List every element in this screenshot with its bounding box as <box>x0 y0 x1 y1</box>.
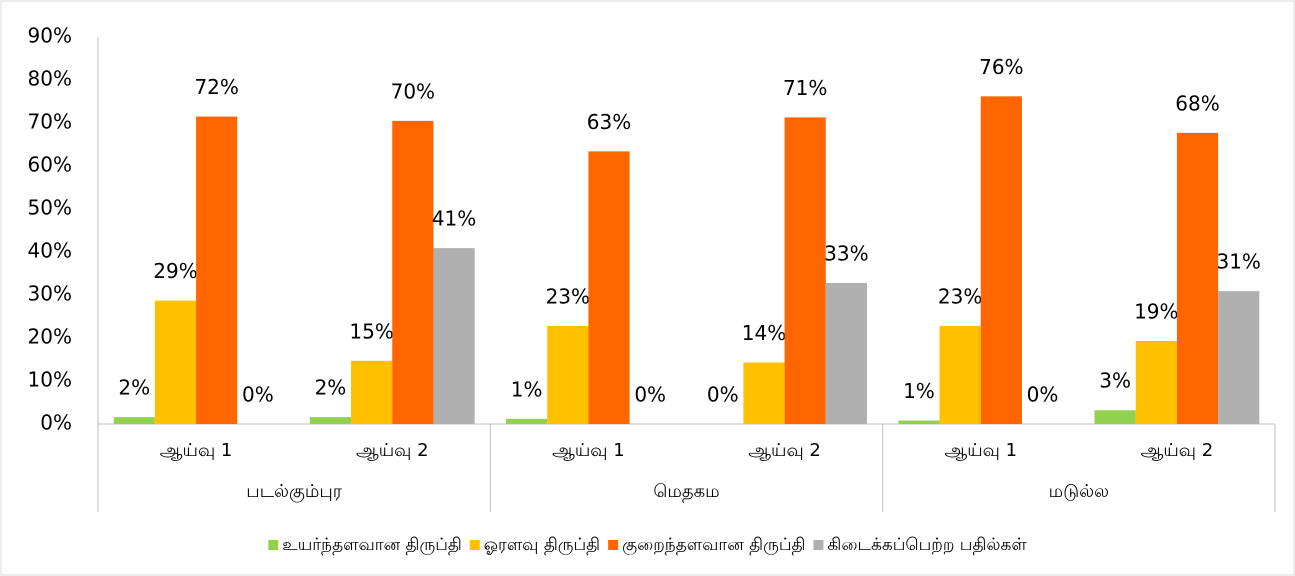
data-label: 29% <box>153 259 197 283</box>
bar <box>1135 341 1177 424</box>
bar <box>154 300 197 424</box>
x-tick-label: ஆய்வு 2 <box>1141 440 1214 461</box>
data-label: 71% <box>783 76 827 100</box>
bar <box>825 282 867 424</box>
y-tick-label: 50% <box>28 196 72 220</box>
legend-label: குறைந்தளவான திருப்தி <box>622 535 805 555</box>
legend-label: கிடைக்கப்பெற்ற பதில்கள் <box>827 535 1027 555</box>
bar <box>506 418 548 424</box>
data-label: 70% <box>391 79 435 103</box>
group-label: மெதகம <box>653 481 719 503</box>
y-tick-label: 30% <box>28 282 72 306</box>
bar <box>898 420 940 424</box>
bar <box>433 248 475 424</box>
data-label: 2% <box>118 376 150 400</box>
bar <box>351 360 393 424</box>
data-label: 33% <box>824 241 868 265</box>
y-tick-label: 60% <box>28 153 72 177</box>
legend-swatch <box>469 540 480 550</box>
legend-swatch <box>813 540 824 550</box>
legend-swatch <box>608 540 619 550</box>
bar <box>784 117 826 424</box>
bar <box>547 325 589 424</box>
data-label: 0% <box>242 383 274 407</box>
y-tick-label: 80% <box>28 67 72 91</box>
data-label: 31% <box>1216 250 1260 274</box>
data-label: 41% <box>432 207 476 231</box>
data-label: 14% <box>742 321 786 345</box>
bar <box>113 417 155 424</box>
x-tick-label: ஆய்வு 1 <box>944 440 1017 461</box>
bar <box>196 116 238 425</box>
bar <box>588 151 630 424</box>
data-label: 1% <box>511 377 543 401</box>
data-label: 23% <box>546 284 590 308</box>
data-label: 3% <box>1099 369 1131 393</box>
bar <box>939 325 981 424</box>
data-label: 0% <box>1027 383 1059 407</box>
bar <box>743 362 785 424</box>
data-label: 0% <box>707 383 739 407</box>
data-label: 76% <box>979 55 1023 79</box>
data-label: 1% <box>903 379 935 403</box>
y-tick-label: 0% <box>40 411 72 435</box>
legend-swatch <box>268 540 279 550</box>
bar <box>1176 132 1219 424</box>
x-tick-label: ஆய்வு 1 <box>160 440 233 461</box>
bar <box>980 96 1022 424</box>
legend-label: ஓரளவு திருப்தி <box>484 535 600 555</box>
group-label: படல்கும்புர <box>246 481 342 503</box>
y-tick-label: 70% <box>28 110 72 134</box>
bar <box>392 120 434 424</box>
x-tick-label: ஆய்வு 2 <box>356 440 429 461</box>
x-tick-label: ஆய்வு 2 <box>748 440 821 461</box>
data-label: 19% <box>1134 300 1178 324</box>
group-label: மடுல்ல <box>1049 481 1109 502</box>
legend-label: உயர்ந்தளவான திருப்தி <box>282 535 462 555</box>
data-label: 68% <box>1175 91 1219 115</box>
x-tick-label: ஆய்வு 1 <box>552 440 625 461</box>
data-label: 72% <box>194 75 238 99</box>
data-label: 0% <box>634 383 666 407</box>
y-tick-label: 40% <box>28 239 72 263</box>
data-label: 15% <box>349 319 393 343</box>
y-tick-label: 90% <box>28 24 72 48</box>
bar <box>1094 410 1136 424</box>
data-label: 63% <box>587 110 631 134</box>
y-tick-label: 20% <box>28 325 72 349</box>
bar <box>309 417 352 424</box>
data-label: 2% <box>315 376 347 400</box>
y-tick-label: 10% <box>28 368 72 392</box>
data-label: 23% <box>938 284 982 308</box>
bar <box>1218 291 1260 424</box>
